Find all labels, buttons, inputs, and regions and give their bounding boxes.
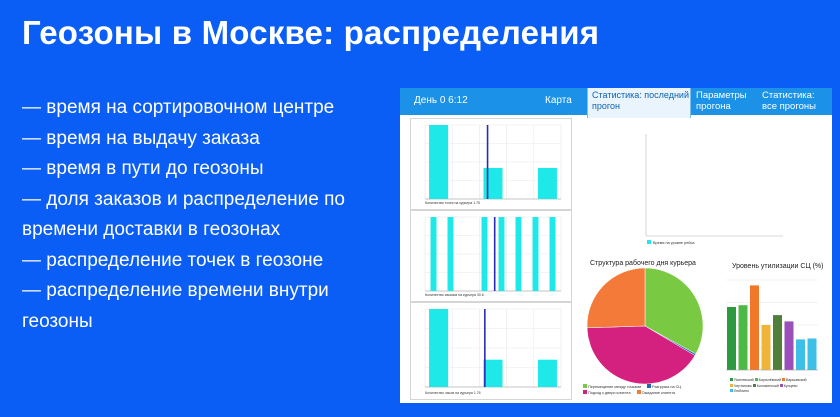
empty-chart: Время на уровне рейса — [645, 132, 785, 245]
histogram-bar — [498, 217, 505, 291]
histogram-panel-points: Количество точек на курьера 1.75 — [410, 118, 572, 210]
histogram-caption: Количество заказов на курьера 30.6 — [425, 293, 484, 297]
histogram-bar — [532, 217, 539, 291]
util-legend-item: Чертаново — [730, 383, 752, 388]
utilization-bar — [727, 307, 736, 370]
histogram-bar — [481, 217, 488, 291]
histogram-points — [424, 124, 562, 200]
pie-legend: Перемещение между точками Разгрузка на С… — [583, 384, 733, 396]
utilization-bar — [784, 321, 794, 370]
utilization-title: Уровень утилизации СЦ (%) — [732, 263, 824, 270]
bullet-item: — время на выдачу заказа — [22, 127, 260, 149]
histogram-caption: Количество точек на курьера 1.75 — [425, 201, 481, 205]
histogram-bar — [430, 217, 437, 291]
pie-slice — [586, 267, 646, 329]
histogram-panel-orders: Количество заказов на курьера 30.6 — [410, 210, 572, 302]
histogram-bar — [483, 359, 503, 387]
histogram-orders — [424, 216, 562, 292]
app-topbar: День 0 6:12 Карта Статистика: последний … — [400, 88, 832, 118]
util-legend-item: Кунцево — [779, 383, 798, 388]
utilization-bar — [796, 339, 805, 370]
utilization-bar — [773, 315, 782, 370]
histogram-bar — [515, 217, 522, 291]
app-screenshot: День 0 6:12 Карта Статистика: последний … — [400, 88, 832, 403]
tab-run-params[interactable]: Параметры прогона — [696, 90, 756, 112]
utilization-bar — [750, 285, 759, 370]
tab-label: Статистика: последний прогон — [592, 90, 689, 111]
pie-legend-item: Подход к двери клиента — [583, 390, 631, 396]
pie-legend-item: Ожидание клиента — [636, 390, 675, 396]
util-legend-item: Коломенский — [752, 383, 779, 388]
pie-legend-item: Перемещение между точками — [583, 384, 641, 390]
pie-slice — [644, 267, 704, 355]
map-tab[interactable]: Карта — [545, 95, 572, 106]
util-legend-item: Люблино — [730, 389, 749, 393]
utilization-bar — [807, 338, 817, 370]
tab-label: Статистика: все прогоны — [762, 90, 816, 112]
pie-title: Структура рабочего дня курьера — [590, 260, 696, 267]
bullet-item: — время в пути до геозоны — [22, 158, 264, 179]
tab-label: Параметры прогона — [696, 90, 747, 112]
utilization-chart — [726, 279, 818, 371]
histogram-bar — [483, 167, 503, 199]
bullet-item: — время на сортировочном центре — [22, 97, 335, 118]
histogram-hours — [424, 308, 562, 388]
bullet-item: — доля заказов и распределение по времен… — [22, 188, 345, 241]
tab-stats-last-run[interactable]: Статистика: последний прогон — [587, 88, 691, 118]
util-legend-item: Ясеневский — [730, 378, 754, 382]
histogram-caption: Количество часов на курьера 1.76 — [425, 391, 481, 395]
pie-legend-item: Разгрузка на СЦ — [647, 384, 681, 390]
histogram-bar — [537, 167, 557, 199]
slide-title: Геозоны в Москве: распределения — [22, 14, 600, 51]
empty-chart-legend: Время на уровне рейса — [647, 240, 694, 245]
util-legend-item: Бирюлёвский — [754, 378, 781, 382]
histogram-bar — [429, 125, 449, 199]
pie-chart — [586, 267, 704, 385]
utilization-legend: Ясеневский Бирюлёвский Варшавский Чертан… — [730, 378, 830, 395]
empty-chart-axes — [645, 134, 783, 237]
utilization-bar — [761, 325, 771, 370]
pie-slice — [586, 325, 696, 385]
histogram-bar — [447, 217, 454, 291]
histogram-bar — [549, 217, 556, 291]
histogram-bar — [537, 359, 557, 387]
histogram-panel-hours: Количество часов на курьера 1.76 — [410, 302, 572, 400]
util-legend-item: Варшавский — [781, 378, 807, 382]
bullet-list: — время на сортировочном центре — время … — [22, 93, 392, 337]
bullet-item: — распределение времени внутри геозоны — [22, 280, 329, 332]
histogram-bar — [429, 309, 449, 387]
tab-stats-all-runs[interactable]: Статистика: все прогоны — [762, 90, 828, 112]
bullet-item: — распределение точек в геозоне — [22, 249, 324, 271]
utilization-bar — [738, 305, 748, 370]
day-clock: День 0 6:12 — [414, 95, 468, 106]
